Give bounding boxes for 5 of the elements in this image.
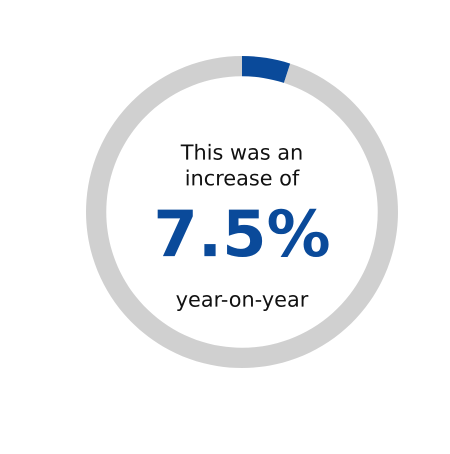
text: This was an increase of <box>180 144 302 186</box>
text: year-on-year <box>176 295 308 311</box>
donut-slice <box>242 56 290 83</box>
text: 7.5% <box>158 208 329 258</box>
donut-slice <box>86 56 398 368</box>
